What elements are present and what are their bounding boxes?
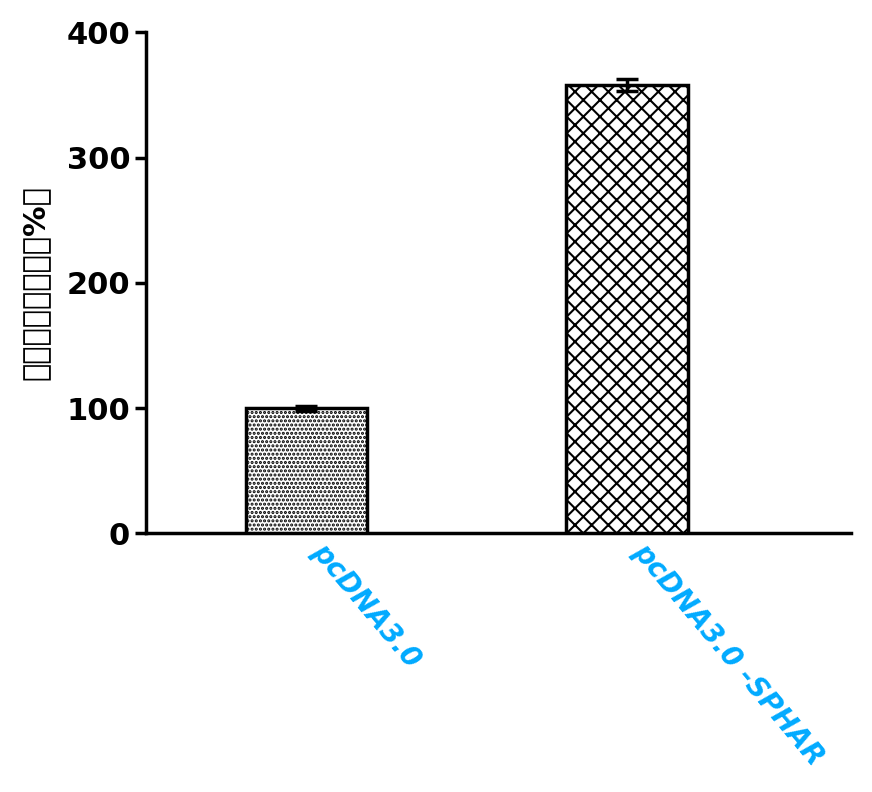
Bar [566,85,688,533]
Bar [246,408,367,533]
Y-axis label: 蛋白相对表达量（%）: 蛋白相对表达量（%） [21,185,50,380]
